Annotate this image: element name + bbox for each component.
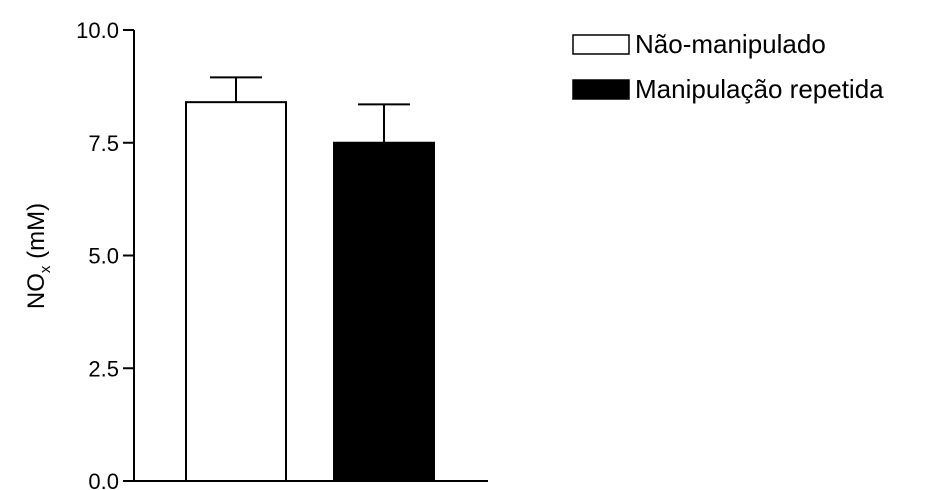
legend-label-series-2: Manipulação repetida [635, 74, 884, 104]
y-axis-label: NOx (mM) [23, 203, 54, 309]
y-tick-label: 10.0 [76, 18, 119, 43]
bars [185, 76, 435, 482]
legend-swatch-series-1 [572, 34, 630, 55]
bar-2 [333, 141, 435, 482]
legend-label-series-1: Não-manipulado [635, 29, 826, 59]
y-tick-label: 5.0 [88, 244, 119, 269]
legend-swatch-series-2 [572, 79, 630, 100]
legend-item-series-1: Não-manipulado [572, 29, 826, 59]
y-tick-label: 7.5 [88, 131, 119, 156]
legend: Não-manipulado Manipulação repetida [572, 29, 884, 104]
y-tick-label: 2.5 [88, 356, 119, 381]
y-ticks: 0.0 2.5 5.0 7.5 10.0 [76, 18, 134, 490]
bar-1 [185, 101, 287, 482]
y-tick-label: 0.0 [88, 469, 119, 490]
legend-item-series-2: Manipulação repetida [572, 74, 884, 104]
